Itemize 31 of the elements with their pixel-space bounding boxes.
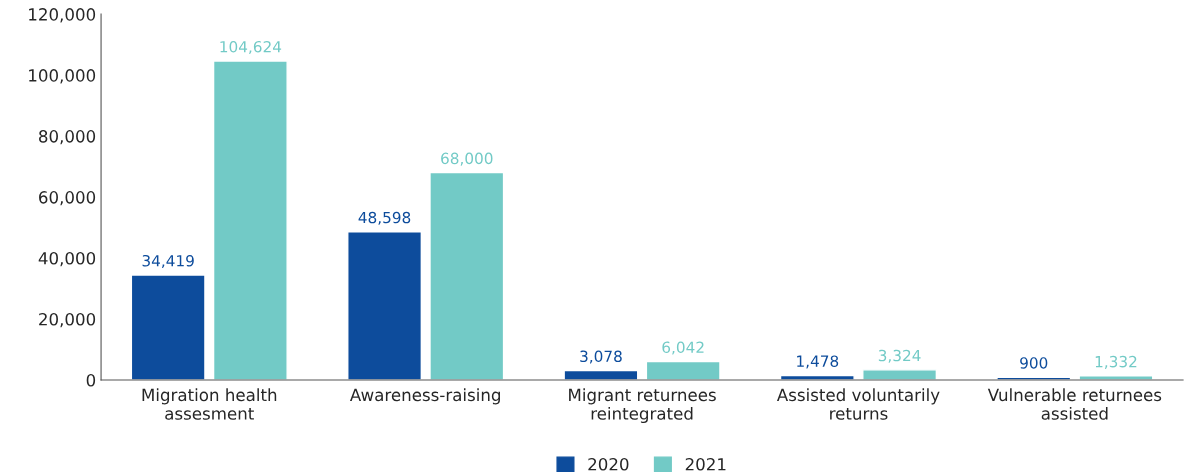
data-label: 1,478 [797, 355, 839, 369]
bar [347, 231, 423, 380]
data-label: 3,324 [878, 349, 921, 363]
data-label: 34,419 [142, 254, 194, 269]
legend-label: 2021 [685, 457, 726, 471]
bar [429, 171, 505, 380]
y-tick-label: 0 [86, 373, 96, 387]
x-tick-label: Assisted voluntarily returns [776, 388, 940, 420]
y-tick-label: 100,000 [29, 69, 96, 84]
data-label: 68,000 [441, 152, 493, 166]
y-tick-label: 60,000 [39, 191, 96, 206]
data-label: 104,624 [220, 40, 282, 55]
legend-label: 2020 [588, 457, 629, 471]
bar [563, 369, 639, 380]
y-tick-label: 20,000 [39, 312, 96, 328]
x-tick-label: Migrant returnees reintegrated [569, 388, 716, 424]
y-tick-label: 80,000 [39, 130, 96, 145]
x-tick-label: Awareness-raising [349, 388, 500, 405]
bar [130, 274, 206, 380]
data-label: 3,078 [580, 350, 622, 364]
x-tick-label: Vulnerable returnees assisted [987, 388, 1162, 420]
data-label: 48,598 [358, 211, 411, 225]
y-tick-label: 40,000 [38, 251, 96, 267]
x-tick-label: Migration health assesment [142, 388, 277, 420]
data-label: 6,042 [662, 341, 704, 355]
data-label: 1,332 [1095, 355, 1137, 369]
data-label: 900 [1020, 357, 1048, 369]
bar [645, 360, 721, 380]
y-tick-label: 120,000 [29, 8, 96, 23]
bar [212, 60, 288, 380]
bar [862, 369, 938, 380]
